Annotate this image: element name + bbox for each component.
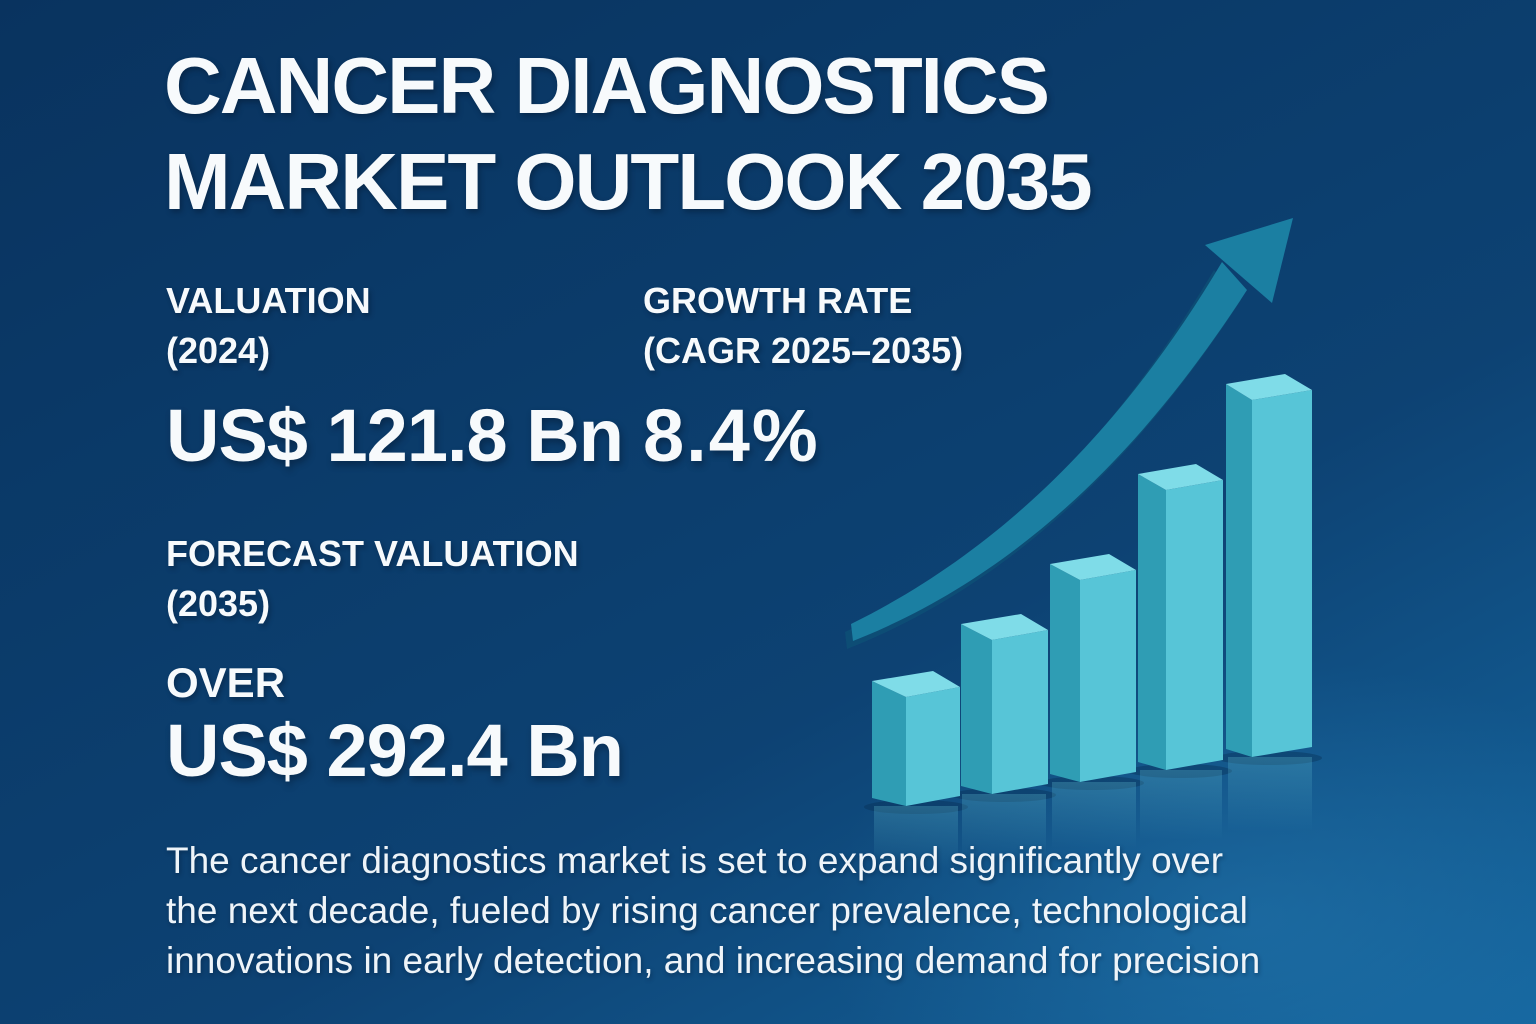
valuation-sublabel: (2024) — [166, 330, 271, 371]
bar-1 — [872, 671, 960, 806]
growth-rate-value: 8.4% — [643, 394, 820, 477]
page-title-line-2: MARKET OUTLOOK 2035 — [164, 137, 1093, 226]
description-line-1: The cancer diagnostics market is set to … — [166, 840, 1224, 881]
description-line-3: innovations in early detection, and incr… — [166, 940, 1261, 981]
description-paragraph: The cancer diagnostics market is set to … — [166, 836, 1396, 986]
description-line-2: the next decade, fueled by rising cancer… — [166, 890, 1248, 931]
valuation-value: US$ 121.8 Bn — [166, 394, 624, 477]
bar-3 — [1050, 554, 1136, 782]
stat-forecast-valuation-2035: FORECAST VALUATION (2035) OVER US$ 292.4… — [166, 529, 686, 829]
valuation-label: VALUATION — [166, 280, 371, 321]
forecast-sublabel: (2035) — [166, 583, 271, 624]
forecast-label: FORECAST VALUATION — [166, 533, 579, 574]
growth-bar-chart-illustration — [845, 218, 1322, 868]
bar-2 — [961, 614, 1048, 794]
growth-rate-sublabel: (CAGR 2025–2035) — [643, 330, 964, 371]
stat-valuation-2024: VALUATION (2024) US$ 121.8 Bn — [166, 276, 686, 576]
page-title: CANCER DIAGNOSTICS MARKET OUTLOOK 2035 — [164, 38, 1093, 230]
bar-4 — [1138, 464, 1223, 770]
page-title-line-1: CANCER DIAGNOSTICS — [164, 41, 1050, 130]
growth-rate-label: GROWTH RATE — [643, 280, 913, 321]
bar-5 — [1226, 374, 1312, 757]
floor-reflection — [874, 757, 1312, 868]
growth-arrow-icon — [845, 218, 1293, 649]
forecast-qualifier: OVER — [166, 659, 286, 706]
stat-growth-rate: GROWTH RATE (CAGR 2025–2035) 8.4% — [643, 276, 1163, 576]
forecast-value: US$ 292.4 Bn — [166, 709, 624, 792]
